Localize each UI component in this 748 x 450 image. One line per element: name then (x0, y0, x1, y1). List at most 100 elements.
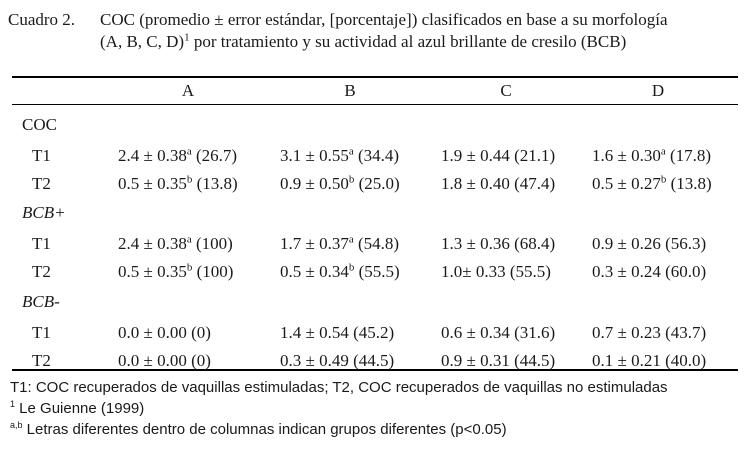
table-cell-b: 0.9 ± 0.50b (25.0) (280, 174, 400, 194)
cell-percentage: (26.7) (191, 146, 238, 165)
cell-value: 1.3 ± 0.36 (68.4) (441, 234, 556, 253)
cell-percentage: (34.4) (353, 146, 400, 165)
cell-significance-letter: b (186, 173, 193, 186)
table-cell-d: 1.6 ± 0.30a (17.8) (592, 146, 711, 166)
footnote-letters: a,b Letras diferentes dentro de columnas… (10, 419, 745, 440)
group-label: BCB+ (22, 203, 66, 222)
cell-value: 1.9 ± 0.44 (21.1) (441, 146, 556, 165)
treatment-label: T2 (32, 262, 51, 281)
column-header-a: A (181, 81, 195, 100)
table-cell-c: 1.9 ± 0.44 (21.1) (441, 146, 555, 166)
cell-value: 0.5 ± 0.27 (592, 174, 661, 193)
cell-significance-letter: b (348, 261, 355, 274)
cell-value: 0.3 ± 0.24 (60.0) (592, 262, 707, 281)
table-cell-c: 1.3 ± 0.36 (68.4) (441, 234, 555, 254)
cell-significance-letter: b (348, 173, 355, 186)
table-cell-c: 0.6 ± 0.34 (31.6) (441, 323, 555, 343)
table-cell-b: 3.1 ± 0.55a (34.4) (280, 146, 399, 166)
table-cell-c: 1.0± 0.33 (55.5) (441, 262, 551, 282)
cell-value: 1.4 ± 0.54 (45.2) (280, 323, 395, 342)
treatment-label: T2 (32, 351, 51, 370)
footnote-reference-marker: 1 (10, 399, 16, 409)
cell-value: 0.9 ± 0.31 (44.5) (441, 351, 556, 370)
footnote-reference: 1 Le Guienne (1999) (10, 398, 745, 419)
cell-value: 3.1 ± 0.55 (280, 146, 349, 165)
table-footnotes: T1: COC recuperados de vaquillas estimul… (10, 377, 745, 440)
cell-value: 1.7 ± 0.37 (280, 234, 349, 253)
treatment-label: T1 (32, 146, 51, 165)
table-header-rule (12, 104, 738, 105)
cell-value: 1.0± 0.33 (55.5) (441, 262, 551, 281)
table-cell-b: 1.7 ± 0.37a (54.8) (280, 234, 399, 254)
cell-value: 2.4 ± 0.38 (118, 146, 187, 165)
cell-value: 0.5 ± 0.35 (118, 262, 187, 281)
cell-value: 0.9 ± 0.26 (56.3) (592, 234, 707, 253)
table-cell-b: 0.3 ± 0.49 (44.5) (280, 351, 394, 371)
cell-significance-letter: a (348, 233, 354, 246)
column-header-d: D (651, 81, 665, 100)
cell-value: 1.8 ± 0.40 (47.4) (441, 174, 556, 193)
caption-line-2-text: (A, B, C, D) (100, 32, 185, 51)
cell-significance-letter: a (660, 145, 666, 158)
cell-percentage: (100) (192, 262, 234, 281)
footnote-letters-marker: a,b (10, 420, 23, 430)
table-cell-a: 0.0 ± 0.00 (0) (118, 351, 211, 371)
table-cell-d: 0.1 ± 0.21 (40.0) (592, 351, 706, 371)
column-header-c: C (500, 81, 512, 100)
cell-significance-letter: a (348, 145, 354, 158)
cell-percentage: (13.8) (666, 174, 712, 193)
cell-value: 0.5 ± 0.35 (118, 174, 187, 193)
column-header-b: B (344, 81, 356, 100)
table-cell-d: 0.9 ± 0.26 (56.3) (592, 234, 706, 254)
treatment-label: T1 (32, 234, 51, 253)
caption-line-1: COC (promedio ± error estándar, [porcent… (100, 10, 668, 29)
table-cell-c: 1.8 ± 0.40 (47.4) (441, 174, 555, 194)
footnote-treatments: T1: COC recuperados de vaquillas estimul… (10, 379, 668, 396)
table-cell-d: 0.7 ± 0.23 (43.7) (592, 323, 706, 343)
cell-value: 0.5 ± 0.34 (280, 262, 349, 281)
cell-value: 0.0 ± 0.00 (0) (118, 351, 211, 370)
cell-significance-letter: b (660, 173, 667, 186)
cell-percentage: (55.5) (354, 262, 400, 281)
table-cell-a: 2.4 ± 0.38a (26.7) (118, 146, 237, 166)
cell-significance-letter: b (186, 261, 193, 274)
caption-label: Cuadro 2. (8, 10, 76, 29)
caption-line-2-rest: por tratamiento y su actividad al azul b… (189, 32, 627, 51)
cell-value: 1.6 ± 0.30 (592, 146, 661, 165)
cell-value: 0.7 ± 0.23 (43.7) (592, 323, 707, 342)
table-cell-c: 0.9 ± 0.31 (44.5) (441, 351, 555, 371)
table-cell-d: 0.5 ± 0.27b (13.8) (592, 174, 712, 194)
cell-value: 2.4 ± 0.38 (118, 234, 187, 253)
table-cell-a: 0.5 ± 0.35b (100) (118, 262, 233, 282)
caption-footnote-marker: 1 (184, 31, 190, 44)
table-cell-d: 0.3 ± 0.24 (60.0) (592, 262, 706, 282)
table-cell-a: 0.5 ± 0.35b (13.8) (118, 174, 238, 194)
group-label: BCB- (22, 292, 60, 311)
table-cell-b: 1.4 ± 0.54 (45.2) (280, 323, 394, 343)
cell-significance-letter: a (186, 145, 192, 158)
cell-percentage: (25.0) (354, 174, 400, 193)
footnote-letters-text: Letras diferentes dentro de columnas ind… (22, 421, 507, 438)
table-top-rule (12, 76, 738, 78)
cell-value: 0.3 ± 0.49 (44.5) (280, 351, 395, 370)
cell-value: 0.0 ± 0.00 (0) (118, 323, 211, 342)
cell-value: 0.6 ± 0.34 (31.6) (441, 323, 556, 342)
table-cell-b: 0.5 ± 0.34b (55.5) (280, 262, 400, 282)
cell-percentage: (13.8) (192, 174, 238, 193)
treatment-label: T1 (32, 323, 51, 342)
table-cell-a: 0.0 ± 0.00 (0) (118, 323, 211, 343)
cell-percentage: (17.8) (665, 146, 712, 165)
cell-value: 0.9 ± 0.50 (280, 174, 349, 193)
table-bottom-rule (12, 369, 738, 371)
cell-value: 0.1 ± 0.21 (40.0) (592, 351, 707, 370)
footnote-reference-text: Le Guienne (1999) (15, 400, 145, 417)
treatment-label: T2 (32, 174, 51, 193)
cell-percentage: (54.8) (353, 234, 400, 253)
group-label: COC (22, 115, 57, 134)
table-cell-a: 2.4 ± 0.38a (100) (118, 234, 233, 254)
cell-percentage: (100) (191, 234, 233, 253)
cell-significance-letter: a (186, 233, 192, 246)
caption-line-2: (A, B, C, D)1 por tratamiento y su activ… (100, 31, 626, 53)
